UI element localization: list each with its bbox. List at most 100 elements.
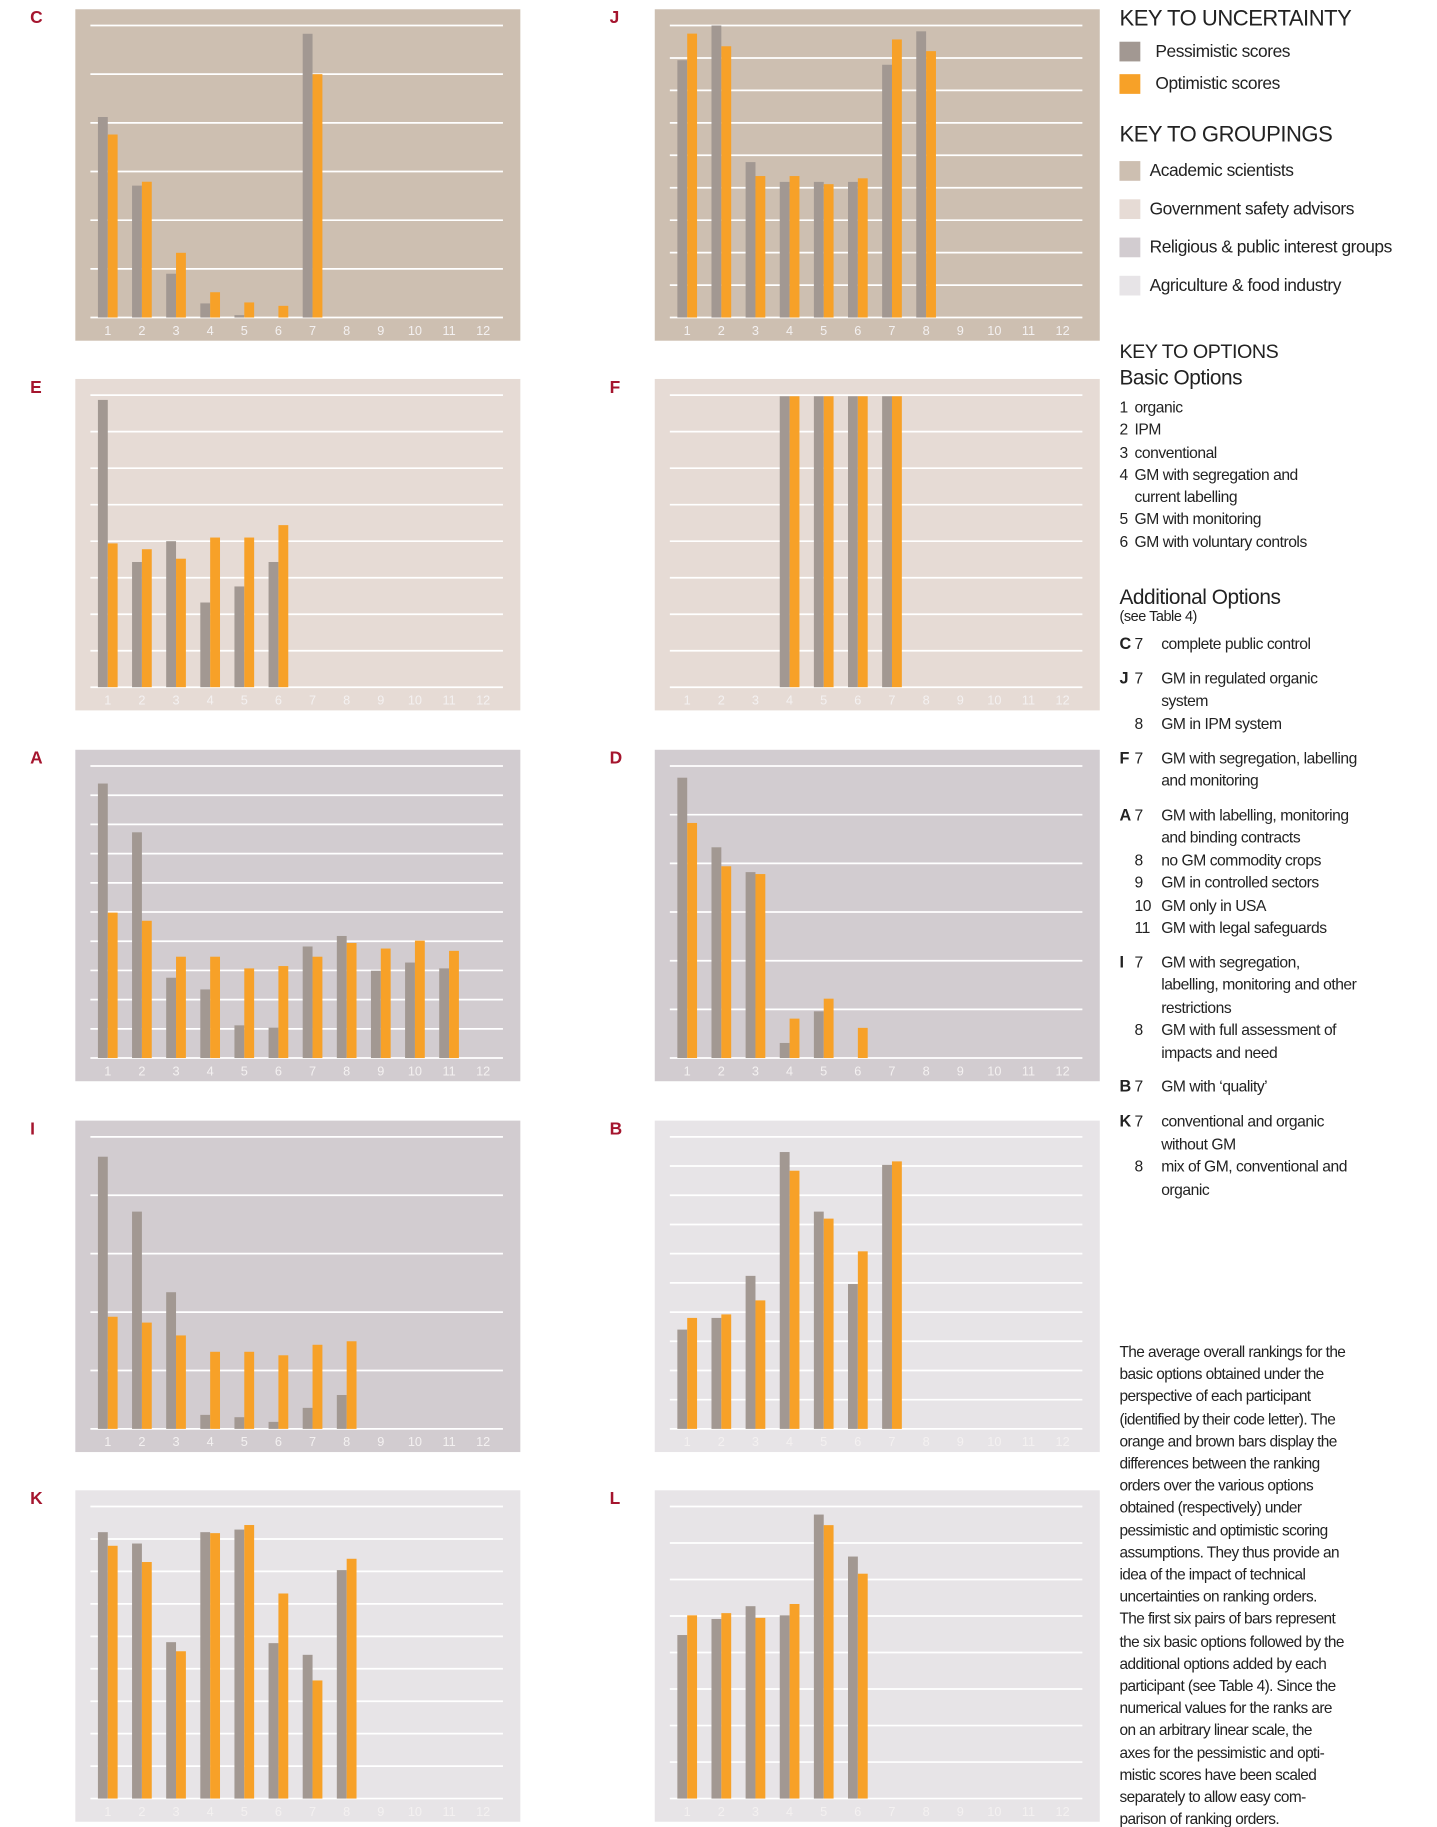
x-tick-label: 5 bbox=[241, 692, 248, 707]
chart-label: B bbox=[610, 1118, 623, 1138]
x-tick-label: 3 bbox=[172, 692, 179, 707]
bar bbox=[176, 558, 186, 688]
additional-note: (see Table 4) bbox=[1119, 608, 1197, 625]
chart-label: C bbox=[30, 7, 43, 27]
x-tick-label: 8 bbox=[343, 1063, 350, 1078]
bar bbox=[677, 1635, 688, 1799]
bar bbox=[891, 39, 902, 318]
x-tick-label: 10 bbox=[987, 1804, 1001, 1819]
bar bbox=[687, 822, 698, 1059]
option-number: 7 bbox=[1134, 1078, 1144, 1096]
x-tick-label: 6 bbox=[854, 1804, 861, 1819]
x-tick-label: 11 bbox=[442, 323, 455, 338]
bar bbox=[268, 561, 279, 688]
bar bbox=[813, 1514, 824, 1799]
bar bbox=[141, 920, 152, 1059]
caption-line: orange and brown bars display the bbox=[1119, 1432, 1337, 1450]
bar bbox=[302, 1407, 313, 1429]
x-tick-label: 10 bbox=[408, 1804, 422, 1819]
x-tick-label: 3 bbox=[172, 323, 179, 338]
bar bbox=[244, 537, 255, 688]
bar bbox=[107, 1545, 118, 1799]
bar bbox=[278, 525, 289, 688]
option-item: I 7 GM with segregation, labelling, monito… bbox=[1119, 951, 1432, 1018]
bar bbox=[176, 1335, 186, 1429]
option-number: 7 bbox=[1134, 806, 1144, 824]
bar bbox=[823, 396, 834, 688]
bar bbox=[346, 1341, 357, 1429]
bar bbox=[779, 181, 790, 318]
option-number: 9 bbox=[1134, 874, 1144, 892]
bar bbox=[141, 549, 152, 688]
bar bbox=[312, 1344, 323, 1429]
basic-list: 1 organic 2 IPM 3 conventional 4 GM with segreg… bbox=[1119, 396, 1432, 553]
x-tick-label: 4 bbox=[207, 1804, 214, 1819]
bar bbox=[711, 25, 722, 318]
chart-panel bbox=[654, 378, 1100, 711]
x-tick-label: 11 bbox=[1022, 692, 1035, 707]
bar bbox=[234, 1025, 245, 1059]
option-number: 11 bbox=[1134, 919, 1151, 937]
option-item: 9 GM in controlled sectors bbox=[1119, 872, 1432, 894]
option-text: complete public control bbox=[1161, 635, 1311, 653]
bar bbox=[210, 537, 221, 688]
caption-line: obtained (respectively) under bbox=[1119, 1498, 1302, 1517]
bar bbox=[244, 1351, 255, 1429]
caption-line: orders over the various options bbox=[1119, 1476, 1314, 1495]
caption-line: mistic scores have been scaled bbox=[1119, 1765, 1317, 1784]
x-tick-label: 12 bbox=[476, 323, 490, 338]
bar bbox=[813, 396, 824, 688]
option-number: 10 bbox=[1134, 896, 1152, 914]
option-item: 2 IPM bbox=[1119, 419, 1432, 441]
option-number: 8 bbox=[1134, 1021, 1144, 1039]
participant-letter bbox=[1119, 894, 1134, 916]
bar bbox=[176, 252, 186, 318]
x-tick-label: 4 bbox=[786, 1434, 793, 1449]
bar bbox=[234, 1529, 245, 1799]
option-item: 11 GM with legal safeguards bbox=[1119, 917, 1432, 939]
legend-label: Pessimistic scores bbox=[1155, 41, 1291, 61]
participant-letter bbox=[1119, 872, 1134, 894]
options-key: KEY TO OPTIONS Basic Options 1 organic 2 IP… bbox=[1119, 340, 1432, 1213]
option-group: C 7 complete public control bbox=[1119, 633, 1432, 655]
x-tick-label: 5 bbox=[241, 323, 248, 338]
chart-label: F bbox=[610, 377, 621, 397]
bar bbox=[745, 1275, 756, 1429]
x-tick-label: 8 bbox=[923, 1434, 930, 1449]
participant-letter bbox=[1119, 712, 1134, 734]
option-text: organic bbox=[1134, 398, 1184, 417]
bar bbox=[789, 1170, 800, 1429]
option-number: 7 bbox=[1134, 749, 1144, 767]
option-item: C 7 complete public control bbox=[1119, 633, 1432, 655]
option-number: 8 bbox=[1134, 714, 1144, 733]
x-tick-label: 3 bbox=[752, 692, 759, 707]
bar bbox=[755, 176, 766, 318]
option-item: 8 no GM commodity crops bbox=[1119, 849, 1432, 871]
bar bbox=[302, 1654, 313, 1799]
bar bbox=[789, 176, 800, 318]
x-tick-label: 11 bbox=[442, 1063, 455, 1078]
x-tick-label: 11 bbox=[442, 692, 455, 707]
additional-title: Additional Options bbox=[1119, 585, 1281, 609]
bar bbox=[302, 33, 313, 318]
x-tick-label: 2 bbox=[718, 1063, 725, 1078]
x-tick-label: 5 bbox=[820, 692, 827, 707]
option-text: GM with labelling, monitoring and bindin… bbox=[1161, 806, 1349, 847]
legend-swatch bbox=[1119, 161, 1141, 181]
x-tick-label: 8 bbox=[343, 323, 350, 338]
chart-label: K bbox=[30, 1488, 43, 1508]
x-tick-label: 4 bbox=[786, 692, 793, 707]
legend-swatch bbox=[1119, 41, 1141, 61]
participant-letter: F bbox=[1119, 748, 1129, 767]
option-number: 7 bbox=[1134, 1112, 1144, 1131]
bar bbox=[857, 396, 868, 688]
bar bbox=[97, 116, 108, 318]
legend-swatch bbox=[1119, 73, 1141, 94]
bar bbox=[439, 968, 450, 1059]
caption-line: idea of the impact of technical bbox=[1119, 1565, 1306, 1584]
bar bbox=[244, 302, 255, 318]
x-tick-label: 10 bbox=[408, 1434, 422, 1449]
x-tick-label: 12 bbox=[476, 1804, 490, 1819]
bar bbox=[132, 832, 142, 1059]
